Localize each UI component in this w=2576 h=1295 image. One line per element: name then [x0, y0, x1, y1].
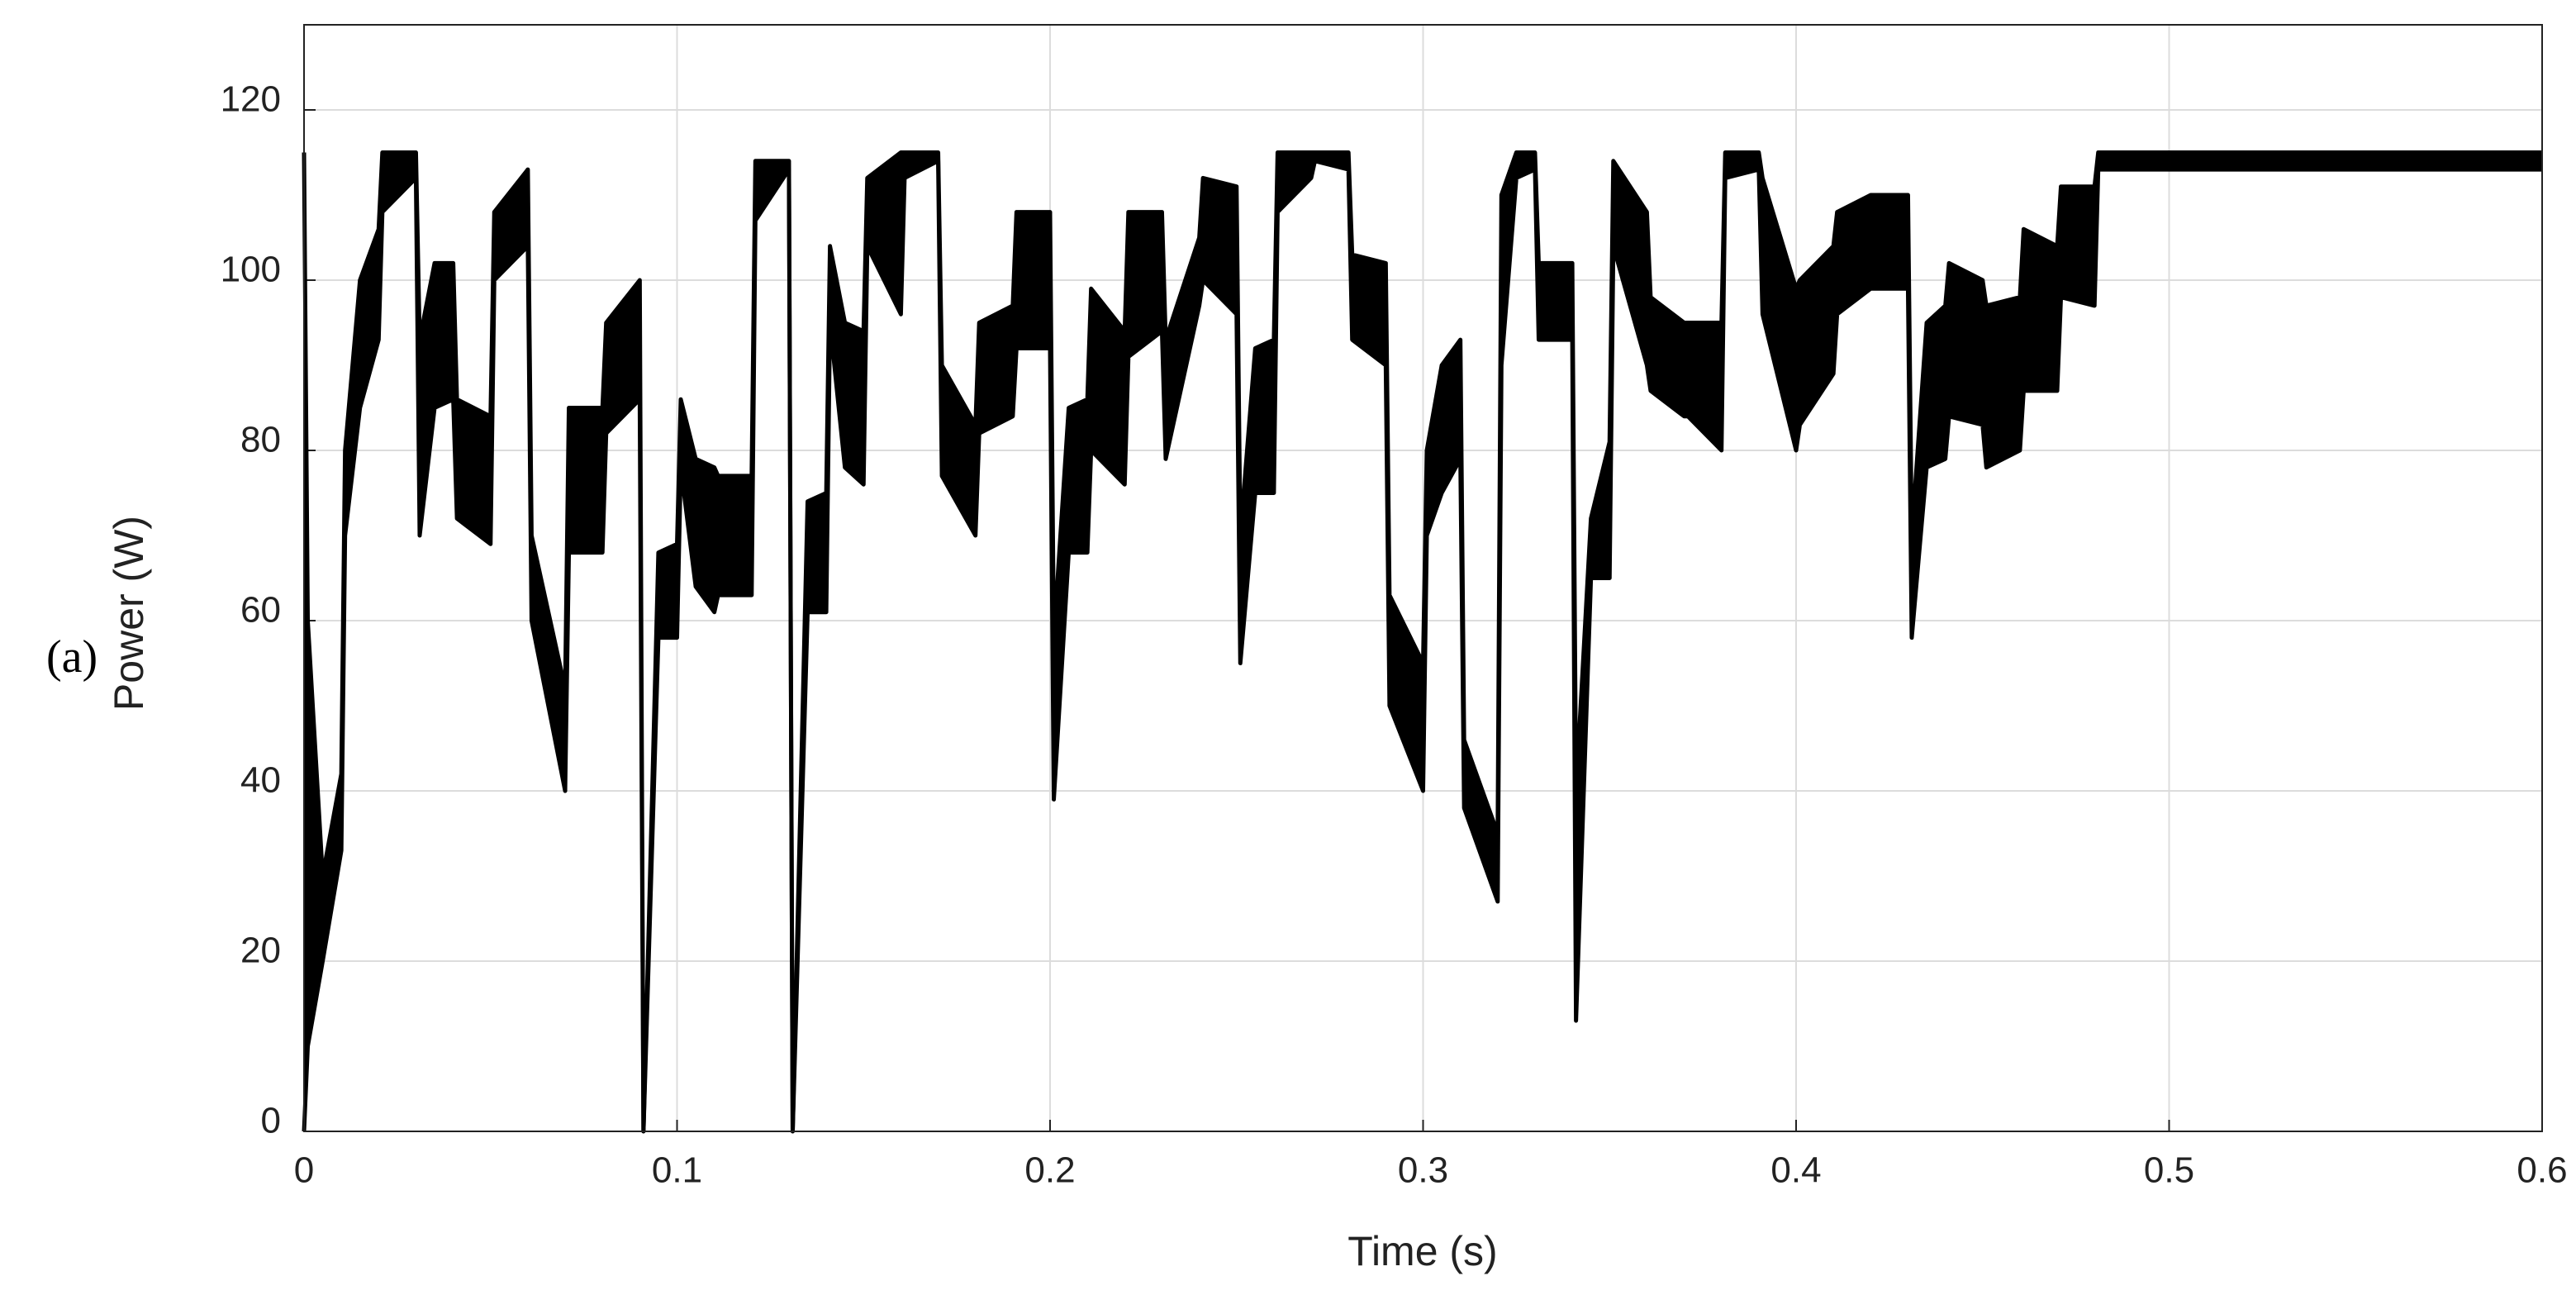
x-tick-label: 0.2 — [1024, 1150, 1075, 1191]
y-tick-label: 0 — [261, 1101, 281, 1141]
x-tick-label: 0.5 — [2144, 1150, 2194, 1191]
envelope-line — [302, 150, 2542, 1134]
x-tick-label: 0.1 — [652, 1150, 702, 1191]
plot-frame — [303, 24, 2543, 1132]
x-tick-label: 0 — [294, 1150, 314, 1191]
x-tick-label: 0.4 — [1770, 1150, 1821, 1191]
y-tick-label: 80 — [240, 420, 281, 460]
y-tick-label: 100 — [221, 250, 281, 290]
panel-label: (a) — [46, 631, 97, 683]
x-tick-label: 0.6 — [2517, 1150, 2567, 1191]
x-tick-label: 0.3 — [1398, 1150, 1448, 1191]
y-tick-label: 60 — [240, 590, 281, 631]
y-tick-label: 20 — [240, 931, 281, 971]
envelope-line — [302, 159, 2542, 1134]
y-tick-label: 120 — [221, 79, 281, 120]
y-axis-label: Power (W) — [106, 516, 152, 711]
y-tick-label: 40 — [240, 760, 281, 801]
x-axis-label: Time (s) — [1347, 1228, 1497, 1274]
